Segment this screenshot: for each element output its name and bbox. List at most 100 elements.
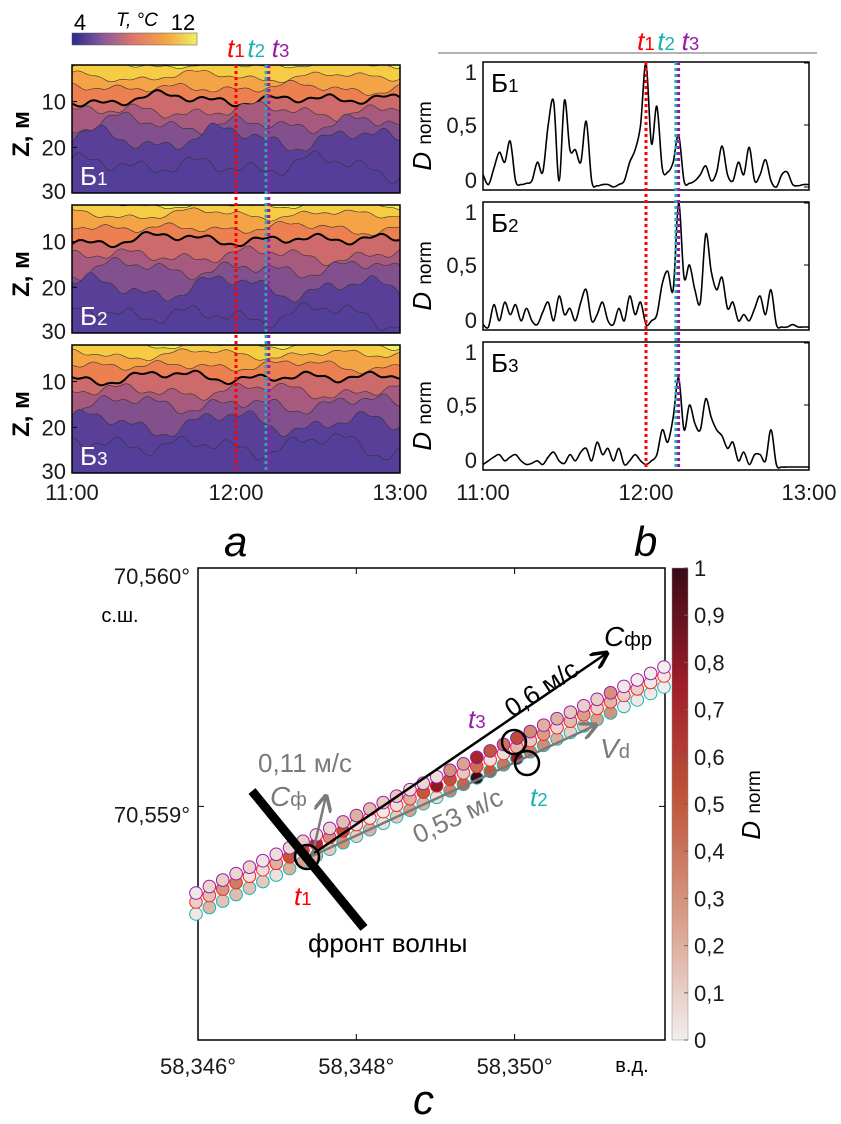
panel-c: 58,346° 58,348° 58,350° в.д. 70,560° 70,559° с… [101, 556, 766, 1079]
isotherm [72, 348, 400, 361]
track-point [189, 907, 203, 921]
y-unit-label: с.ш. [101, 605, 138, 627]
t3-label-sub: 3 [689, 33, 699, 54]
colorbar-title: T, °C [116, 10, 158, 31]
t1-position-circle [293, 843, 321, 871]
x-tick-label: 12:00 [618, 480, 673, 505]
track-point [576, 698, 591, 713]
isotherm [72, 257, 400, 281]
y-tick-label: 70,559° [114, 802, 190, 827]
x-tick-label: 13:00 [781, 480, 836, 505]
colorbar-tick-label: 0,6 [694, 745, 725, 770]
colorbar-tick-label: 0,7 [694, 698, 725, 723]
wave-front-line [248, 788, 368, 931]
y-tick-label: 0,5 [446, 393, 477, 418]
track-point [202, 879, 217, 894]
track-point [349, 808, 364, 823]
t2-label-sub: 2 [664, 33, 674, 54]
x-tick-label: 12:00 [208, 480, 263, 505]
track-point [269, 847, 284, 862]
temperature-colorbar-gradient [71, 32, 198, 46]
subplot-label-sub: 2 [508, 215, 518, 236]
track-point [215, 873, 230, 887]
track-point [590, 692, 604, 707]
subplot-label-sub: 1 [97, 168, 107, 189]
subplot-label-main: Б [491, 68, 508, 98]
track-point [242, 860, 257, 874]
front-velocity-arrow [309, 653, 607, 858]
temperature-subplot-2: 10 20 30 Б2 Z, м [8, 204, 401, 344]
track-point [630, 673, 645, 687]
track-point [536, 718, 551, 732]
map-t1-label-sub: 1 [301, 888, 311, 909]
x-tick-label: 58,346° [160, 1054, 236, 1079]
isotherm [72, 80, 400, 96]
subplot-label: Б2 [80, 301, 107, 331]
subplot-label-main: Б [491, 348, 508, 378]
map-t3-label: t3 [468, 704, 486, 734]
dnorm-colorbar: 0 0,1 0,2 0,3 0,4 0,5 0,6 0,7 0,8 0,9 1 D norm [671, 556, 766, 1053]
t1-label-main: t [227, 33, 236, 63]
drift-velocity-label: Vd [600, 733, 630, 764]
subplot-label: Б1 [80, 161, 107, 191]
contour-band [72, 151, 400, 193]
y-axis-label-sub: norm [415, 381, 436, 424]
t3-label-main: t [682, 26, 691, 56]
y-tick-label: 0 [465, 448, 477, 473]
panel-label-b: b [634, 518, 657, 565]
subplot-label-main: Б [80, 301, 97, 331]
colorbar-tick-label: 0,8 [694, 650, 725, 675]
subplot-label: Б3 [80, 441, 107, 471]
track-point [643, 666, 658, 681]
panel-a-marker-labels: t1 t2 t3 [227, 33, 289, 63]
y-tick-label: 30 [42, 319, 66, 344]
track-point [202, 900, 217, 915]
map-t3-label-main: t [468, 704, 477, 734]
subplot-label: Б3 [491, 348, 518, 378]
front-velocity-label-sub: фр [624, 629, 652, 651]
y-tick-label: 1 [465, 60, 477, 85]
track-point [470, 750, 484, 765]
t3-label: t3 [682, 26, 700, 56]
colorbar-tick-label: 0 [694, 1028, 706, 1053]
y-tick-label: 1 [465, 200, 477, 225]
x-tick-label: 13:00 [372, 480, 427, 505]
contour-band [72, 433, 400, 473]
isotherm [72, 150, 400, 184]
track-point [657, 660, 671, 674]
temperature-colorbar: 4 T, °C 12 [71, 10, 198, 46]
subplot-label-sub: 3 [97, 448, 107, 469]
track-point [256, 874, 270, 889]
y-tick-label: 0,5 [446, 113, 477, 138]
phase-velocity-label: Cф [270, 781, 307, 812]
map-t2-label-main: t [530, 782, 539, 812]
x-tick-label: 58,350° [477, 1054, 553, 1079]
bold-isotherm [72, 89, 400, 108]
map-frame [197, 567, 666, 1041]
track-point [189, 886, 203, 900]
map-t1-label-main: t [294, 881, 303, 911]
dnorm-subplot-2: Б2 0 0,5 1 D norm [407, 200, 810, 333]
panel-label-c: c [413, 1076, 434, 1123]
track-point [603, 686, 618, 700]
colorbar-label: D norm [736, 770, 766, 839]
subplot-label-sub: 3 [508, 355, 518, 376]
map-t1-label: t1 [294, 881, 312, 911]
t3-label-sub: 3 [279, 40, 289, 61]
front-velocity-label: Cфр [604, 621, 652, 652]
track-point [456, 757, 471, 771]
subplot-label: Б2 [491, 208, 518, 238]
colorbar-tick-label: 0,2 [694, 934, 725, 959]
track-point [282, 861, 297, 876]
dnorm-series-line [482, 202, 809, 329]
colorbar-tick-label: 0,3 [694, 886, 725, 911]
front-velocity-label-main: C [604, 621, 625, 652]
t3-position-circle [500, 728, 528, 756]
subplot-label-sub: 2 [97, 308, 107, 329]
colorbar-label-sub: norm [744, 770, 765, 813]
subplot-label-main: Б [80, 441, 97, 471]
y-tick-label: 30 [42, 179, 66, 204]
y-tick-label: 1 [465, 340, 477, 365]
